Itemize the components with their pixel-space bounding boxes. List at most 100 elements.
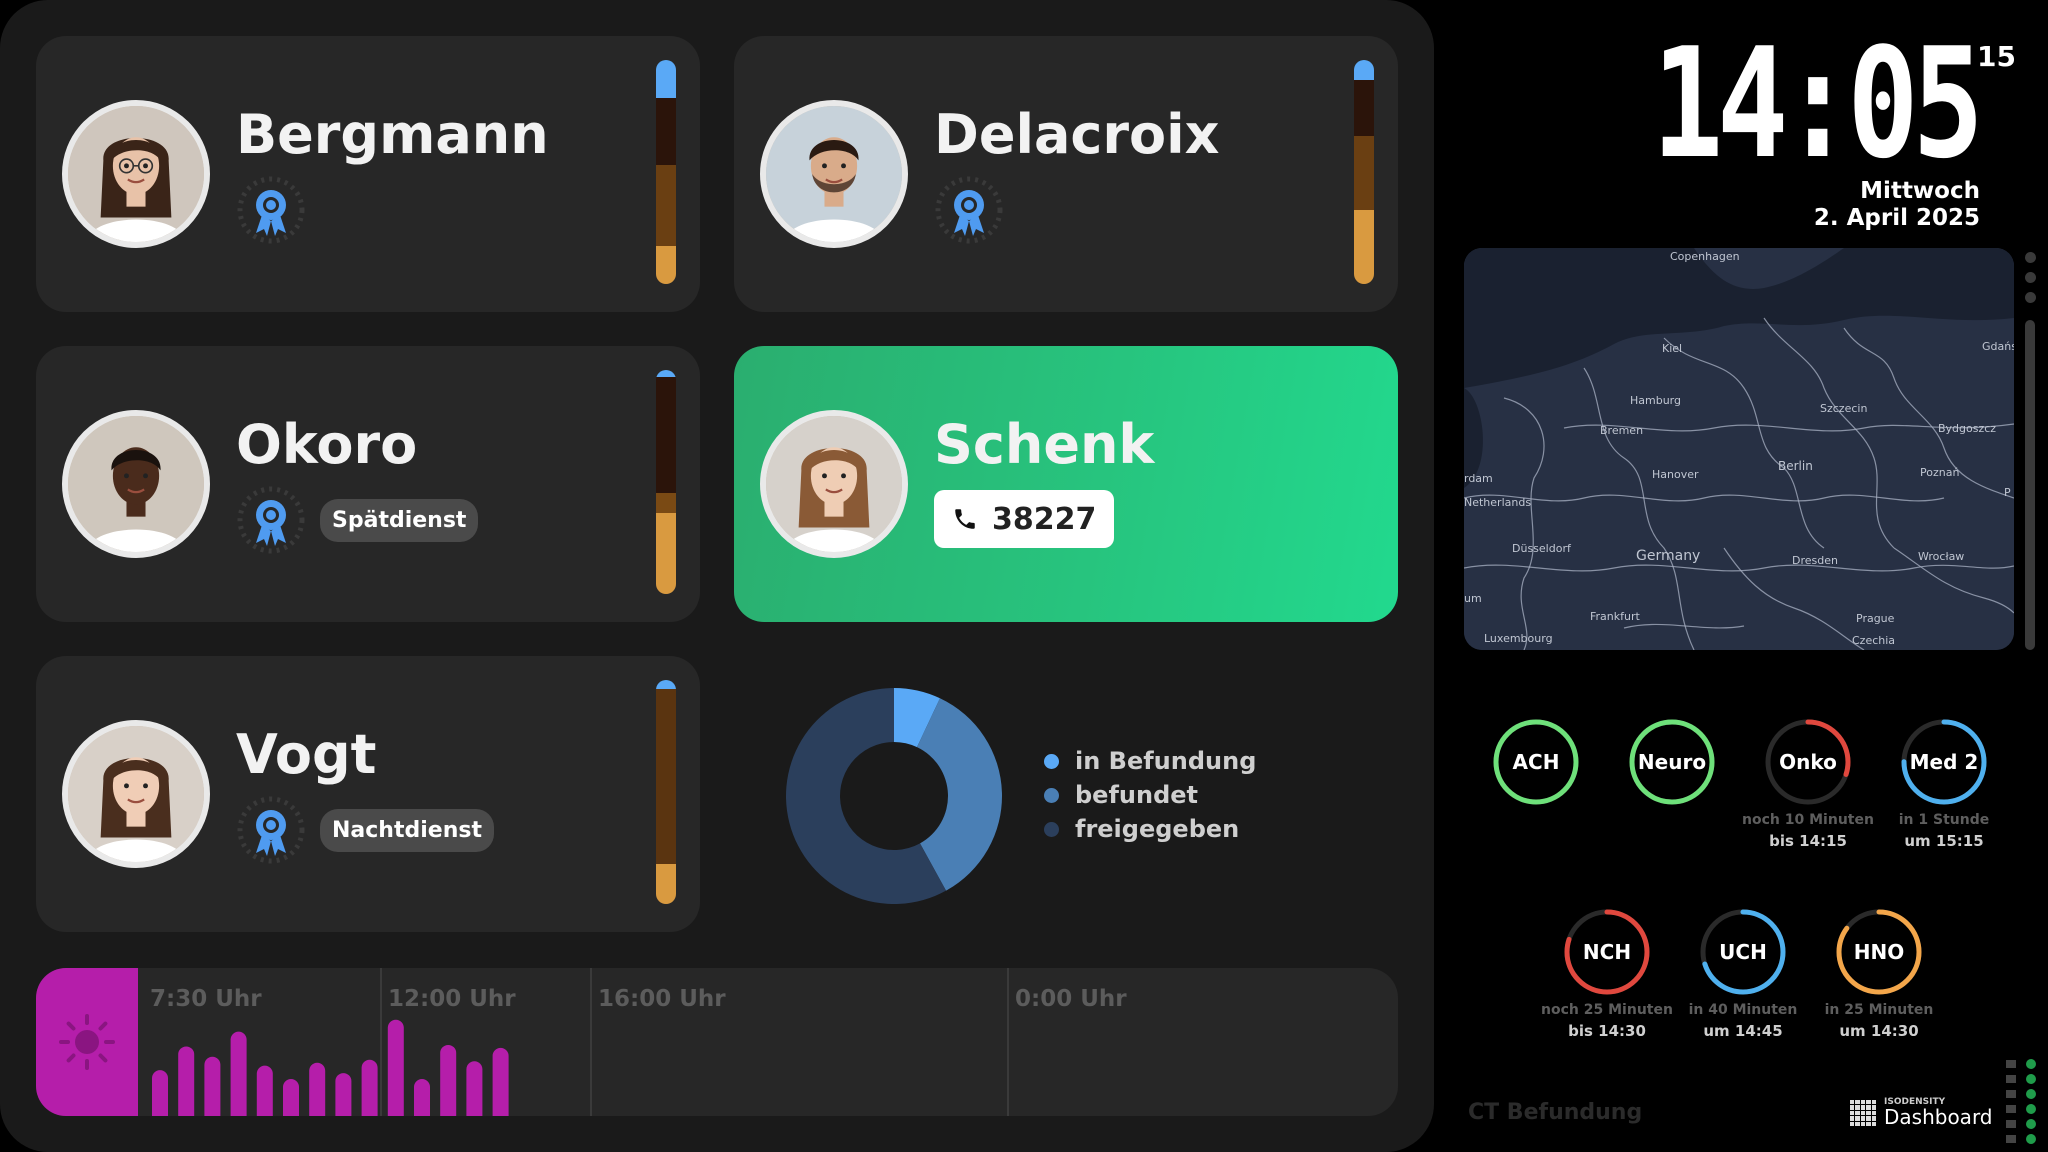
department-uch[interactable]: UCH in 40 Minuten um 14:45 [1643,908,1843,1040]
staff-name: Vogt [236,723,377,786]
department-onko[interactable]: Onko noch 10 Minuten bis 14:15 [1708,718,1908,850]
status-dot [2026,1103,2036,1114]
map-scrollbar[interactable] [2025,320,2035,650]
department-med2[interactable]: Med 2 in 1 Stunde um 15:15 [1844,718,2044,850]
award-ribbon-icon [237,176,305,244]
scroll-dot[interactable] [2025,292,2036,303]
department-name: Med 2 [1909,750,1979,774]
ring-progress [1700,909,1786,995]
workload-segment [656,513,676,550]
legend-label: in Befundung [1075,747,1257,775]
map-label: Gdańsk [1982,340,2014,353]
legend-dot [1044,787,1059,803]
sea-area [1464,248,2014,388]
badge-row [236,174,306,246]
department-status: noch 25 Minuten [1541,1002,1673,1018]
department-hno[interactable]: HNO in 25 Minuten um 14:30 [1779,908,1979,1040]
avatar [760,410,908,558]
region-map[interactable]: Copenhagen Gdańsk Kiel Hamburg Szczecin … [1464,248,2014,650]
workload-segment [1354,136,1374,211]
legend-dot [1044,821,1059,837]
department-neuro[interactable]: Neuro [1572,718,1772,812]
timeline-label: 16:00 Uhr [598,986,726,1012]
timeline-bar [309,1062,326,1116]
legend-item: befundet [1044,778,1256,812]
timeline-bar [283,1079,299,1116]
ring-progress [1836,909,1922,995]
workload-bar [1354,60,1374,284]
map-label: Bydgoszcz [1938,422,1996,435]
staff-card-vogt[interactable]: Vogt Nachtdienst [36,656,700,932]
department-time: bis 14:30 [1568,1022,1646,1040]
department-ring: Neuro [1628,718,1716,806]
map-label: Frankfurt [1590,610,1640,623]
ring-progress [1564,909,1650,995]
map-label: Hanover [1652,468,1699,481]
timeline-divider [1007,968,1009,1116]
staff-card-bergmann[interactable]: Bergmann [36,36,700,312]
portrait-photo [766,106,902,242]
staff-name: Schenk [934,413,1155,476]
timeline-label: 7:30 Uhr [150,986,262,1012]
timeline-bar [152,1070,168,1116]
award-ribbon-icon [237,486,305,554]
phone-extension[interactable]: 38227 [934,490,1115,548]
donut-slice [916,698,1002,891]
legend-label: freigegeben [1075,815,1240,843]
workload-segment [656,680,676,689]
timeline-bar [204,1056,221,1116]
department-name: NCH [1582,940,1632,964]
sun-icon [59,1014,115,1070]
department-name: ACH [1512,750,1560,774]
map-svg: Copenhagen Gdańsk Kiel Hamburg Szczecin … [1464,248,2014,650]
workload-segment [656,98,676,166]
workload-segment [656,863,676,904]
scroll-dot[interactable] [2025,252,2036,263]
department-ring: UCH [1699,908,1787,996]
department-time: um 15:15 [1904,832,1984,850]
staff-card-okoro[interactable]: Okoro Spätdienst [36,346,700,622]
brand-text: ISODENSITY Dashboard [1884,1098,1993,1128]
status-dot [2026,1073,2036,1084]
portrait-photo [68,416,204,552]
staff-name: Bergmann [236,103,549,166]
day-block [36,968,138,1116]
workload-segment [656,549,676,594]
clock-time: 14:05 [1652,15,1984,192]
timeline-bar [361,1059,378,1116]
status-dot [2026,1088,2036,1099]
ring-progress [1493,719,1579,805]
department-ach[interactable]: ACH [1436,718,1636,812]
map-label: P [2004,486,2011,499]
donut-slice [786,688,947,904]
workload-segment [656,493,676,514]
ring-progress [1765,719,1851,805]
timeline-divider [380,968,382,1116]
timeline-bars [152,1019,509,1116]
avatar [62,410,210,558]
main-panel: Bergmann Delacroix Okoro Spätdienst Sche… [0,0,1434,1152]
donut-legend: in Befundung befundet freigegeben [1044,744,1256,846]
brand-small: ISODENSITY [1884,1097,1946,1107]
map-label: Luxembourg [1484,632,1553,645]
workload-segment [656,370,676,377]
ring-progress [1901,719,1987,805]
department-name: Onko [1779,750,1837,774]
map-label: Wrocław [1918,550,1964,563]
system-status-indicators [2006,1056,2036,1146]
staff-card-delacroix[interactable]: Delacroix [734,36,1398,312]
map-label: Szczecin [1820,402,1867,415]
department-ring: Onko [1764,718,1852,806]
scroll-dot[interactable] [2025,272,2036,283]
workload-bar [656,370,676,594]
status-donut-chart [774,676,1014,916]
map-label: Netherlands [1464,496,1531,509]
timeline-label: 12:00 Uhr [388,986,516,1012]
timeline-bar [256,1065,273,1116]
status-dot [2026,1133,2036,1144]
department-nch[interactable]: NCH noch 25 Minuten bis 14:30 [1507,908,1707,1040]
timeline-bar [387,1019,404,1116]
staff-card-schenk[interactable]: Schenk 38227 [734,346,1398,622]
department-name: Neuro [1637,750,1707,774]
map-label: Copenhagen [1670,250,1740,263]
